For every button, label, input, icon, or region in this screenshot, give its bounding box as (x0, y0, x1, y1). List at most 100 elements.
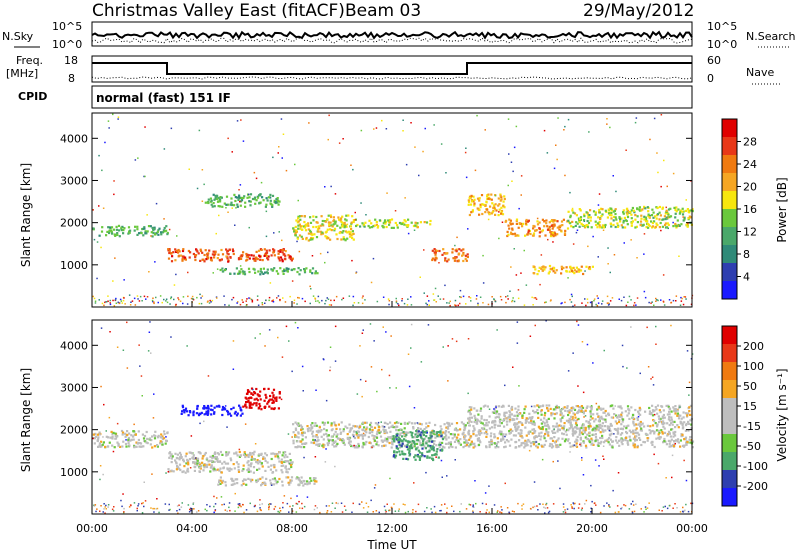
data-cell (301, 443, 304, 446)
data-cell (258, 254, 261, 257)
data-cell (359, 225, 362, 228)
near-range-point (352, 295, 355, 298)
data-cell (566, 428, 569, 431)
data-cell (665, 209, 668, 212)
near-range-point (426, 303, 428, 306)
data-cell (336, 237, 339, 241)
data-cell (296, 270, 299, 274)
noise-point (660, 114, 663, 116)
near-range-point (682, 303, 685, 306)
data-cell (269, 479, 272, 482)
data-cell (469, 435, 472, 438)
noise-point (353, 444, 355, 447)
data-cell (296, 424, 300, 427)
data-cell (556, 425, 559, 428)
data-cell (293, 268, 296, 271)
near-range-point (94, 300, 97, 302)
noise-point (591, 500, 593, 503)
data-cell (508, 410, 511, 413)
data-cell (284, 460, 287, 463)
data-cell (493, 433, 496, 436)
near-range-point (190, 509, 192, 512)
data-cell (640, 214, 643, 217)
data-cell (287, 254, 290, 257)
noise-point (607, 263, 609, 265)
data-cell (631, 206, 634, 210)
data-cell (686, 414, 689, 417)
data-cell (102, 441, 105, 444)
data-cell (594, 433, 597, 436)
near-range-point (273, 508, 275, 510)
noise-point (598, 465, 600, 467)
data-cell (215, 405, 218, 408)
data-cell (507, 404, 510, 407)
data-cell (242, 482, 245, 485)
data-cell (671, 423, 674, 426)
data-cell (521, 225, 524, 228)
near-range-point (316, 507, 318, 509)
data-cell (659, 417, 662, 420)
noise-point (220, 496, 223, 498)
data-cell (303, 220, 306, 224)
near-range-point (112, 299, 114, 302)
noise-point (685, 199, 687, 201)
data-cell (187, 414, 190, 417)
data-cell (606, 438, 609, 441)
data-cell (458, 252, 461, 255)
data-cell (530, 421, 533, 424)
data-cell (393, 450, 396, 453)
data-cell (361, 222, 364, 225)
near-range-point (188, 511, 191, 513)
near-range-point (268, 506, 270, 509)
data-cell (597, 419, 600, 422)
data-cell (664, 212, 667, 215)
near-range-point (331, 502, 334, 504)
data-cell (470, 199, 473, 202)
data-cell (559, 420, 563, 423)
data-cell (646, 437, 649, 440)
data-cell (525, 434, 528, 437)
noise-point (523, 249, 525, 252)
data-cell (533, 411, 536, 414)
data-cell (319, 230, 322, 233)
data-cell (127, 436, 131, 440)
data-cell (289, 464, 293, 467)
near-range-point (656, 299, 658, 301)
data-cell (222, 466, 225, 469)
data-cell (245, 255, 248, 258)
data-cell (249, 204, 252, 207)
noise-point (227, 137, 229, 140)
data-cell (686, 208, 689, 211)
data-cell (536, 220, 539, 223)
near-range-point (411, 511, 414, 514)
data-cell (433, 453, 436, 456)
data-cell (511, 233, 514, 236)
data-cell (546, 407, 549, 410)
noise-point (662, 274, 665, 276)
data-cell (569, 222, 572, 225)
data-cell (349, 427, 352, 430)
near-range-point (361, 302, 364, 305)
noise-point (283, 495, 286, 497)
data-cell (344, 225, 347, 228)
data-cell (633, 424, 636, 427)
near-range-point (282, 297, 284, 299)
data-cell (441, 445, 444, 448)
noise-point (445, 172, 447, 174)
data-cell (242, 272, 245, 275)
near-range-point (621, 506, 623, 509)
noise-point (602, 445, 605, 447)
data-cell (262, 199, 265, 202)
data-cell (265, 477, 268, 480)
data-cell (105, 234, 108, 237)
noise-point (376, 390, 378, 393)
data-cell (559, 409, 562, 412)
data-cell (643, 205, 646, 208)
data-cell (542, 265, 545, 268)
data-cell (497, 204, 500, 207)
data-cell (219, 476, 222, 479)
near-range-point (192, 503, 194, 505)
noise-point (126, 367, 129, 369)
noise-point (248, 226, 250, 229)
near-range-point (564, 511, 567, 514)
